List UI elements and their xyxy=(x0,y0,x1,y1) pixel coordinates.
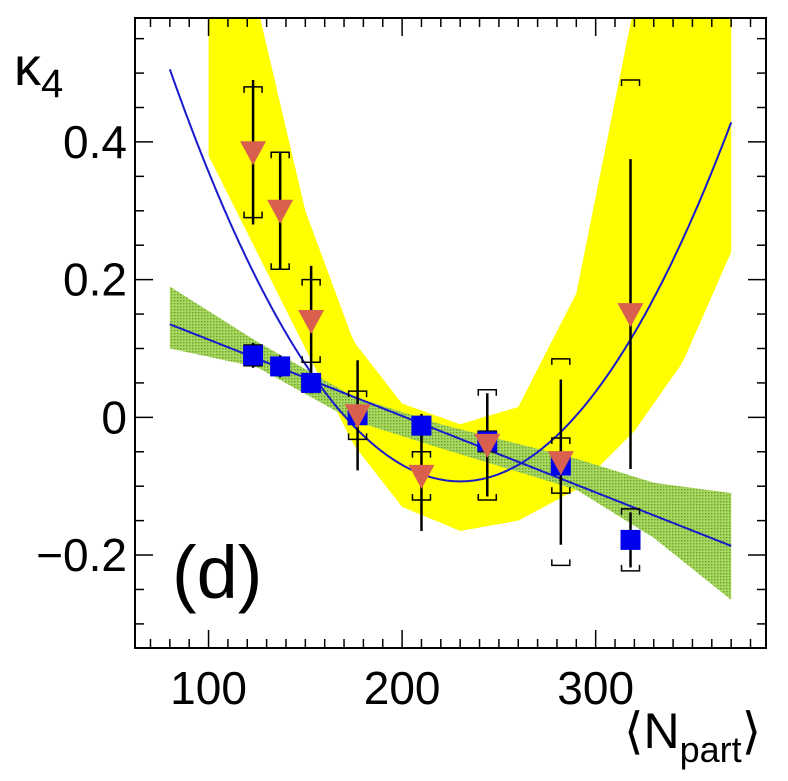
sys-error-bracket-bottom xyxy=(411,493,432,501)
sys-error-bracket-top xyxy=(301,278,321,286)
axes: 100 200 300 −0.2 0 0.2 0.4 xyxy=(36,18,766,714)
x-tick-label: 100 xyxy=(170,662,247,714)
y-axis-title-sub: 4 xyxy=(41,62,63,106)
sys-error-bracket-top xyxy=(243,86,263,93)
blue-square-marker xyxy=(301,372,322,393)
y-tick-label: 0.4 xyxy=(63,116,127,168)
red-triangle-marker xyxy=(240,141,267,166)
sys-error-bracket-bottom xyxy=(243,211,263,219)
sys-error-bracket-bottom xyxy=(620,564,641,572)
sys-error-bracket-top xyxy=(620,508,641,515)
sys-error-bracket-bottom xyxy=(347,433,368,441)
x-axis-title-main: ⟨N xyxy=(624,703,680,759)
y-axis-title: κ4 xyxy=(14,37,63,106)
plot-frame xyxy=(134,17,767,649)
sys-error-bracket-bottom xyxy=(270,263,290,271)
blue-square-marker xyxy=(270,356,291,377)
sys-error-bracket-top xyxy=(477,389,498,396)
red-triangle-marker xyxy=(267,199,294,224)
parabolic-fit-line xyxy=(168,68,733,483)
sys-error-bracket-top xyxy=(551,358,571,365)
blue-square-marker xyxy=(243,345,264,366)
red-triangle-marker xyxy=(547,451,574,476)
x-axis-title-sub: part xyxy=(680,729,742,770)
red-triangle-marker xyxy=(408,464,435,489)
x-tick-label: 200 xyxy=(364,662,441,714)
sys-error-bracket-top xyxy=(620,79,641,86)
x-tick-label: 300 xyxy=(557,662,634,714)
x-axis-title-close: ⟩ xyxy=(742,703,762,759)
sys-error-bracket-top xyxy=(347,390,368,398)
data-points xyxy=(240,141,644,550)
y-tick-label: −0.2 xyxy=(36,529,127,581)
sys-error-bracket-bottom xyxy=(477,493,498,501)
sys-error-bracket-bottom xyxy=(551,559,571,567)
y-tick-label: 0.2 xyxy=(63,254,127,306)
y-axis-title-main: κ xyxy=(14,37,42,97)
blue-square-marker xyxy=(620,529,641,550)
sys-error-bracket-bottom xyxy=(301,356,321,364)
fit-bands xyxy=(169,18,732,600)
red-triangle-marker xyxy=(344,404,371,429)
red-triangle-marker xyxy=(298,309,325,334)
red-triangle-marker xyxy=(474,433,501,458)
sys-error-bracket-top xyxy=(270,151,290,159)
sys-error-bracket-top xyxy=(411,451,432,458)
blue-square-marker xyxy=(411,415,432,436)
red-triangle-marker xyxy=(617,303,644,328)
x-axis-title: ⟨Npart⟩ xyxy=(624,703,761,770)
panel-label: (d) xyxy=(172,531,262,614)
y-tick-label: 0 xyxy=(101,391,127,443)
linear-fit-band xyxy=(169,286,732,600)
